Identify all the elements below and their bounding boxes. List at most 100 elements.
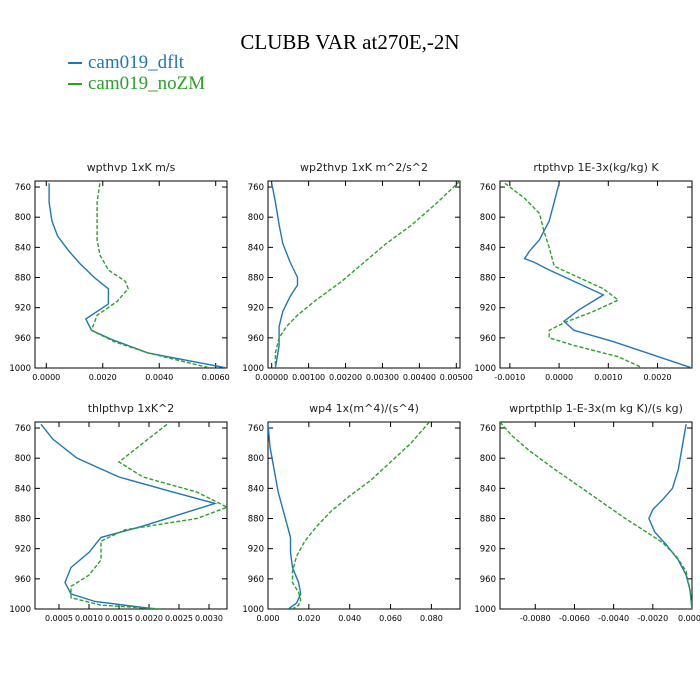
series-line-dflt bbox=[648, 424, 692, 609]
y-tick-label: 760 bbox=[480, 183, 496, 193]
x-tick-label: 0.00200 bbox=[329, 373, 362, 382]
x-tick-label: -0.0010 bbox=[494, 373, 525, 382]
x-tick-label: 0.040 bbox=[338, 614, 361, 623]
y-tick-label: 1000 bbox=[242, 364, 264, 374]
legend-label-dflt: cam019_dflt bbox=[88, 52, 185, 73]
panel-title: wp4 1x(m^4)/(s^4) bbox=[309, 402, 419, 415]
y-tick-label: 840 bbox=[248, 243, 264, 253]
y-tick-label: 880 bbox=[248, 274, 264, 284]
y-tick-label: 800 bbox=[15, 454, 31, 464]
panel-frame bbox=[34, 421, 228, 610]
x-tick-label: 0.0015 bbox=[105, 614, 133, 623]
y-tick-label: 960 bbox=[248, 334, 264, 344]
panel-4: thlpthvp 1xK^2 760 800 840 880 920 960 1000 0.00… bbox=[9, 402, 228, 623]
x-tick-label: 0.00500 bbox=[440, 373, 473, 382]
panel-2: wp2thvp 1xK m^2/s^2 760 800 840 880 920 960 100… bbox=[242, 161, 472, 382]
y-tick-label: 840 bbox=[248, 484, 264, 494]
y-tick-label: 920 bbox=[248, 304, 264, 314]
series-line-nozm bbox=[291, 422, 430, 609]
legend-label-nozm: cam019_noZM bbox=[88, 73, 206, 94]
y-tick-label: 920 bbox=[15, 545, 31, 555]
x-tick-label: 0.00100 bbox=[292, 373, 325, 382]
panel-frame bbox=[499, 180, 693, 369]
series-line-dflt bbox=[40, 423, 218, 609]
panel-3: rtpthvp 1E-3x(kg/kg) K 760 800 840 880 920 960… bbox=[474, 161, 693, 382]
series-line-nozm bbox=[90, 183, 211, 368]
y-tick-label: 800 bbox=[248, 213, 264, 223]
y-tick-label: 800 bbox=[480, 454, 496, 464]
x-tick-label: 0.0020 bbox=[135, 614, 163, 623]
x-tick-label: 0.080 bbox=[420, 614, 443, 623]
y-tick-label: 760 bbox=[248, 424, 264, 434]
y-tick-label: 920 bbox=[248, 545, 264, 555]
y-tick-label: 800 bbox=[15, 213, 31, 223]
panel-title: wp2thvp 1xK m^2/s^2 bbox=[300, 161, 428, 174]
x-tick-label: 0.0060 bbox=[202, 373, 230, 382]
panel-title: rtpthvp 1E-3x(kg/kg) K bbox=[533, 161, 659, 174]
panel-frame bbox=[267, 180, 461, 369]
y-tick-label: 760 bbox=[480, 424, 496, 434]
x-tick-label: -0.0060 bbox=[559, 614, 590, 623]
y-tick-label: 1000 bbox=[242, 605, 264, 615]
x-tick-label: 0.0020 bbox=[644, 373, 672, 382]
panel-frame bbox=[267, 421, 461, 610]
y-tick-label: 880 bbox=[15, 515, 31, 525]
y-tick-label: 960 bbox=[480, 334, 496, 344]
y-tick-label: 1000 bbox=[474, 605, 496, 615]
series-line-nozm bbox=[70, 423, 227, 609]
y-tick-label: 920 bbox=[480, 545, 496, 555]
x-tick-label: 0.0025 bbox=[165, 614, 193, 623]
panel-5: wp4 1x(m^4)/(s^4)76080084088092096010000… bbox=[242, 402, 461, 623]
y-tick-label: 800 bbox=[248, 454, 264, 464]
series-line-dflt bbox=[523, 183, 692, 368]
y-tick-label: 800 bbox=[480, 213, 496, 223]
x-tick-label: -0.0020 bbox=[637, 614, 668, 623]
x-tick-label: 0.000 bbox=[257, 614, 280, 623]
x-tick-label: 0.00300 bbox=[366, 373, 399, 382]
y-tick-label: 960 bbox=[480, 575, 496, 585]
y-tick-label: 920 bbox=[15, 304, 31, 314]
series-line-dflt bbox=[271, 183, 299, 368]
x-tick-label: 0.060 bbox=[379, 614, 402, 623]
y-tick-label: 880 bbox=[15, 274, 31, 284]
y-tick-label: 1000 bbox=[9, 364, 31, 374]
y-tick-label: 840 bbox=[15, 243, 31, 253]
series-line-nozm bbox=[274, 181, 460, 368]
panel-title: wpthvp 1xK m/s bbox=[87, 161, 176, 174]
y-tick-label: 960 bbox=[15, 334, 31, 344]
legend-swatch-dflt bbox=[68, 62, 82, 64]
panel-title: wprtpthlp 1-E-3x(m kg K)/(s kg) bbox=[509, 402, 683, 415]
y-tick-label: 760 bbox=[248, 183, 264, 193]
panel-frame bbox=[499, 421, 693, 610]
y-tick-label: 840 bbox=[480, 484, 496, 494]
y-tick-label: 960 bbox=[15, 575, 31, 585]
y-tick-label: 920 bbox=[480, 304, 496, 314]
x-tick-label: -0.0080 bbox=[520, 614, 551, 623]
y-tick-label: 1000 bbox=[9, 605, 31, 615]
y-tick-label: 1000 bbox=[474, 364, 496, 374]
x-tick-label: 0.0010 bbox=[75, 614, 103, 623]
series-line-dflt bbox=[268, 424, 302, 609]
x-tick-label: 0.00400 bbox=[403, 373, 436, 382]
y-tick-label: 880 bbox=[480, 515, 496, 525]
series-line-nozm bbox=[504, 182, 644, 368]
x-tick-label: -0.0040 bbox=[598, 614, 629, 623]
figure-title: CLUBB VAR at270E,-2N bbox=[240, 30, 460, 54]
y-tick-label: 760 bbox=[15, 183, 31, 193]
series-line-dflt bbox=[48, 183, 227, 368]
panel-title: thlpthvp 1xK^2 bbox=[88, 402, 175, 415]
panel-1: wpthvp 1xK m/s76080084088092096010000.00… bbox=[9, 161, 229, 382]
y-tick-label: 880 bbox=[248, 515, 264, 525]
legend-entry-nozm: cam019_noZM bbox=[68, 73, 205, 95]
x-tick-label: 0.0000 bbox=[32, 373, 60, 382]
x-tick-label: 0.020 bbox=[297, 614, 320, 623]
y-tick-label: 840 bbox=[15, 484, 31, 494]
x-tick-label: 0.0020 bbox=[89, 373, 117, 382]
y-tick-label: 880 bbox=[480, 274, 496, 284]
legend-swatch-nozm bbox=[68, 83, 82, 85]
x-tick-label: 0.0000 bbox=[545, 373, 573, 382]
y-tick-label: 960 bbox=[248, 575, 264, 585]
panel-6: wprtpthlp 1-E-3x(m kg K)/(s kg) 760 800 840… bbox=[474, 402, 700, 623]
y-tick-label: 760 bbox=[15, 424, 31, 434]
